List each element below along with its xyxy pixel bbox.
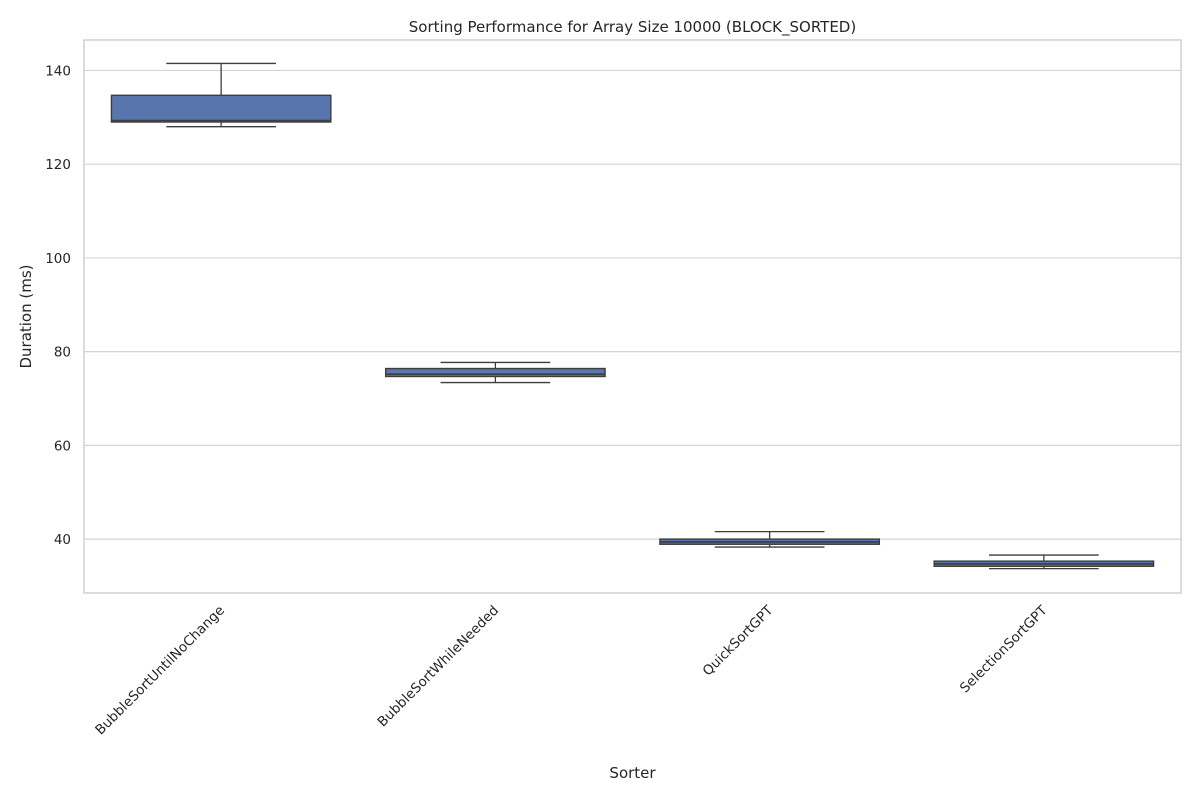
y-tick-labels: 40 60 80 100 120 140 (45, 63, 71, 548)
y-tick-label: 60 (54, 438, 71, 454)
chart-title: Sorting Performance for Array Size 10000… (409, 18, 856, 37)
x-tick-label: BubbleSortWhileNeeded (375, 603, 503, 731)
y-tick-label: 100 (45, 251, 71, 267)
x-tick-labels: BubbleSortUntilNoChange BubbleSortWhileNe… (92, 602, 1051, 738)
y-axis-label: Duration (ms) (17, 264, 35, 368)
y-tick-label: 40 (54, 532, 71, 548)
iqr-box (384, 367, 606, 378)
box-group (659, 530, 881, 548)
plot-frame (83, 39, 1182, 594)
box-group (384, 361, 606, 384)
box-group (933, 554, 1155, 570)
x-tick-label: SelectionSortGPT (957, 602, 1051, 696)
boxes (110, 62, 1155, 570)
y-tick-label: 140 (45, 63, 71, 79)
box-group (110, 62, 332, 128)
x-axis-label: Sorter (609, 764, 656, 782)
grid-lines (84, 69, 1181, 540)
y-tick-label: 80 (54, 345, 71, 361)
x-tick-label: QuickSortGPT (700, 602, 777, 679)
iqr-box (110, 94, 332, 123)
x-tick-label: BubbleSortUntilNoChange (92, 603, 228, 739)
y-tick-label: 120 (45, 157, 71, 173)
